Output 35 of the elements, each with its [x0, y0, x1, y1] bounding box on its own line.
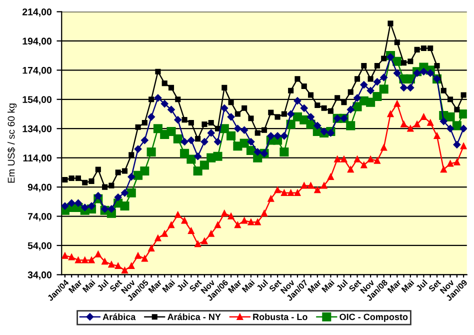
- x-tick-label: Mar: [68, 279, 82, 294]
- y-axis-title: Em US$ / sc 60 kg: [7, 104, 17, 183]
- y-tick-label: 74,00: [28, 212, 52, 222]
- x-tick-label: Set: [268, 279, 282, 292]
- x-tick-label: Mar: [228, 279, 242, 294]
- x-tick-label: Mai: [400, 279, 414, 293]
- legend-label: OIC - Composto: [340, 314, 408, 322]
- x-tick-label: Jul: [256, 279, 268, 292]
- y-tick-label: 174,00: [22, 66, 52, 76]
- x-tick-label: Mar: [308, 279, 322, 294]
- x-tick-label: Mar: [387, 279, 402, 294]
- x-tick-label: Mar: [148, 279, 162, 294]
- x-tick-label: Set: [348, 279, 362, 292]
- x-tick-label: Set: [428, 279, 442, 292]
- y-tick-label: 34,00: [28, 271, 52, 280]
- x-tick-label: Set: [109, 279, 122, 292]
- y-tick-label: 54,00: [28, 242, 52, 251]
- y-tick-label: 94,00: [28, 184, 52, 192]
- legend-label: Arábica - NY: [167, 313, 221, 320]
- y-tick-label: 194,00: [22, 38, 52, 46]
- x-tick-label: Mai: [162, 279, 176, 293]
- x-tick-label: Jul: [176, 279, 188, 292]
- x-tick-label: Jul: [96, 279, 109, 292]
- x-tick-label: Set: [188, 279, 202, 292]
- legend-label: Robusta - Lo: [253, 313, 308, 320]
- x-tick-label: Mai: [242, 279, 255, 293]
- x-tick-label: Mai: [82, 279, 96, 293]
- y-tick-label: 134,00: [22, 125, 52, 134]
- y-tick-label: 214,00: [22, 8, 52, 17]
- x-tick-label: Jul: [336, 279, 348, 292]
- x-tick-label: Mai: [321, 279, 335, 293]
- x-tick-label: Jul: [415, 279, 428, 292]
- legend-label: Arábica: [102, 313, 136, 320]
- y-tick-label: 154,00: [22, 96, 52, 104]
- y-tick-label: 114,00: [23, 154, 52, 163]
